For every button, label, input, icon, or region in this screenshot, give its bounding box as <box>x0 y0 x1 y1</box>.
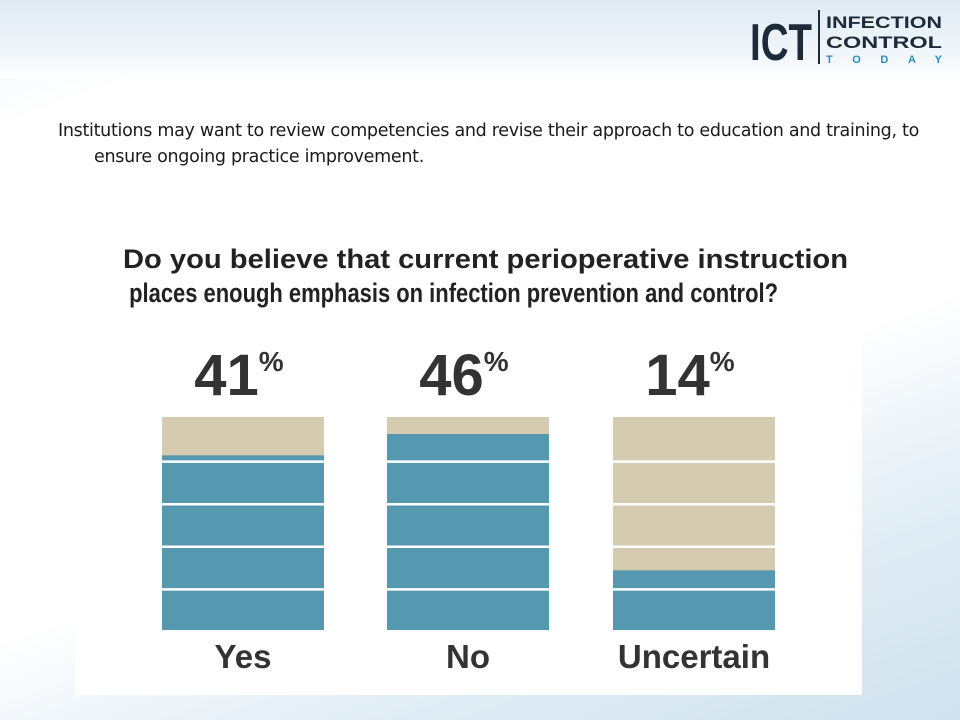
header-band <box>0 0 960 78</box>
value-label: 46% <box>419 343 509 408</box>
logo-divider <box>818 10 820 64</box>
logo-line: TODAY <box>826 54 943 66</box>
chart-title: Do you believe that current perioperativ… <box>123 244 848 308</box>
x-tick-label: Yes <box>215 638 272 675</box>
value-label: 41% <box>194 343 284 408</box>
chart: Do you believe that current perioperativ… <box>123 244 848 675</box>
logo-mark: ICT <box>750 14 812 66</box>
body-text: Institutions may want to review competen… <box>58 121 919 167</box>
x-tick-label: Uncertain <box>618 638 770 675</box>
bar <box>613 570 775 630</box>
logo-line: INFECTION <box>826 13 942 32</box>
bar <box>162 455 324 630</box>
bar <box>387 434 549 630</box>
value-label: 14% <box>645 343 735 408</box>
x-tick-label: No <box>446 638 490 675</box>
logo: ICT INFECTION CONTROL TODAY <box>750 10 943 66</box>
chart-panel: Do you believe that current perioperativ… <box>75 192 862 695</box>
logo-line: CONTROL <box>826 33 942 52</box>
